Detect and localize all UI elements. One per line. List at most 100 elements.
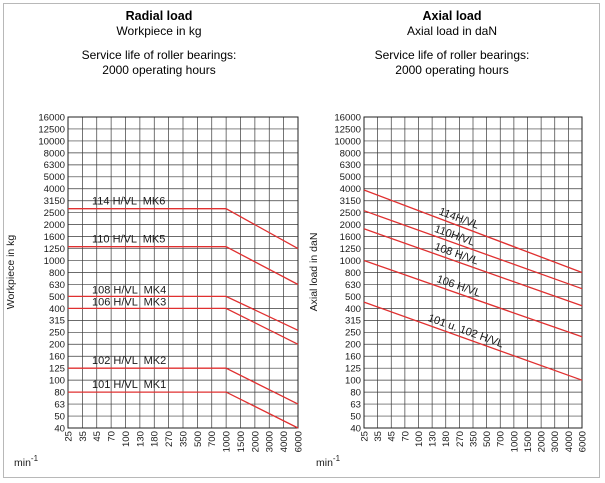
y-tick-label: 250 — [345, 328, 361, 339]
x-axis-unit-exponent: -1 — [333, 454, 341, 463]
x-tick-label: 270 — [164, 431, 175, 447]
series-line — [68, 391, 299, 429]
y-tick-label: 4000 — [44, 184, 65, 195]
x-tick-label: 25 — [359, 431, 370, 442]
x-tick-label: 1500 — [523, 431, 534, 452]
x-tick-label: 350 — [178, 431, 189, 447]
x-tick-label: 35 — [78, 431, 89, 442]
y-tick-label: 200 — [49, 340, 65, 351]
x-tick-label: 6000 — [577, 431, 588, 452]
y-tick-label: 16000 — [334, 112, 361, 123]
series-line — [363, 228, 583, 307]
y-tick-label: 100 — [49, 376, 65, 387]
x-axis-unit-exponent: -1 — [31, 454, 39, 463]
x-tick-label: 70 — [400, 431, 411, 442]
y-tick-label: 2000 — [44, 220, 65, 231]
x-tick-label: 180 — [441, 431, 452, 447]
y-tick-label: 125 — [49, 364, 65, 375]
y-tick-label: 5000 — [340, 172, 361, 183]
series-line — [363, 301, 583, 381]
y-tick-label: 2500 — [44, 208, 65, 219]
x-tick-label: 3000 — [550, 431, 561, 452]
y-tick-label: 50 — [54, 411, 65, 422]
y-tick-label: 160 — [345, 352, 361, 363]
series-line — [68, 246, 299, 286]
y-tick-label: 630 — [345, 280, 361, 291]
y-tick-label: 125 — [345, 364, 361, 375]
y-tick-label: 8000 — [340, 148, 361, 159]
y-tick-label: 500 — [345, 292, 361, 303]
x-tick-label: 45 — [387, 431, 398, 442]
series-line — [68, 295, 299, 331]
y-tick-label: 6300 — [44, 160, 65, 171]
x-tick-label: 100 — [414, 431, 425, 447]
y-tick-label: 63 — [54, 399, 65, 410]
y-tick-label: 50 — [350, 411, 361, 422]
y-tick-label: 1000 — [340, 256, 361, 267]
y-tick-label: 400 — [49, 304, 65, 315]
y-tick-label: 160 — [49, 352, 65, 363]
series-line — [363, 210, 583, 290]
series-label: 101 H/VL MK1 — [92, 379, 166, 391]
y-tick-label: 315 — [345, 316, 361, 327]
series-labels: 114 H/VL MK6 110 H/VL MK5 108 H/VL MK4106 … — [92, 196, 166, 391]
y-tick-label: 1600 — [340, 232, 361, 243]
x-tick-label: 2000 — [537, 431, 548, 452]
y-tick-labels: 1600012500100008000630050004000315025002… — [334, 112, 361, 434]
x-tick-label: 6000 — [293, 431, 304, 452]
x-tick-label: 350 — [468, 431, 479, 447]
x-tick-labels: 25 35 45 70 100 130 180 270 350 500 700 1000 1500 200… — [359, 431, 588, 452]
x-tick-labels: 25 35 45 70 100 130 180 270 350 500 700 1000 1500 200… — [63, 431, 304, 452]
x-tick-label: 35 — [373, 431, 384, 442]
x-tick-label: 45 — [92, 431, 103, 442]
series-lines — [68, 208, 299, 429]
y-tick-label: 12500 — [38, 124, 65, 135]
chart-service-life-line2: 2000 operating hours — [395, 63, 508, 77]
y-tick-label: 315 — [49, 316, 65, 327]
y-tick-label: 5000 — [44, 172, 65, 183]
series-lines — [363, 189, 583, 381]
y-tick-label: 80 — [350, 388, 361, 399]
y-tick-label: 3150 — [44, 196, 65, 207]
y-tick-label: 40 — [54, 423, 65, 434]
y-tick-label: 2000 — [340, 220, 361, 231]
series-label: 110 H/VL MK5 — [92, 234, 165, 246]
x-tick-label: 700 — [207, 431, 218, 447]
radial-load-chart: Radial load Workpiece in kg Service life… — [5, 9, 304, 469]
series-label: 108 H/VL MK4 — [92, 284, 166, 296]
x-tick-label: 100 — [121, 431, 132, 447]
axial-load-chart: Axial load Axial load in daN Service lif… — [308, 9, 588, 469]
series-label: 106 H/VL — [435, 273, 482, 299]
x-tick-label: 4000 — [279, 431, 290, 452]
y-tick-label: 3150 — [340, 196, 361, 207]
x-tick-label: 500 — [193, 431, 204, 447]
y-tick-label: 1000 — [44, 256, 65, 267]
x-axis-unit: min — [316, 457, 333, 469]
y-tick-label: 12500 — [334, 124, 361, 135]
y-tick-label: 100 — [345, 376, 361, 387]
y-tick-label: 40 — [350, 423, 361, 434]
x-tick-label: 130 — [428, 431, 439, 447]
y-axis-label: Workpiece in kg — [5, 235, 17, 310]
series-line — [363, 189, 583, 274]
x-axis-unit: min — [14, 457, 31, 469]
y-tick-label: 8000 — [44, 148, 65, 159]
series-label: 101 u. 102 H/VL — [426, 312, 505, 350]
series-label: 106 H/VL MK3 — [92, 296, 166, 308]
x-tick-label: 130 — [135, 431, 146, 447]
y-tick-label: 200 — [345, 340, 361, 351]
x-tick-label: 1500 — [236, 431, 247, 452]
x-tick-label: 180 — [150, 431, 161, 447]
x-tick-label: 500 — [482, 431, 493, 447]
y-tick-label: 1250 — [44, 244, 65, 255]
chart-subtitle: Axial load in daN — [407, 24, 497, 38]
y-tick-label: 1250 — [340, 244, 361, 255]
y-axis-label: Axial load in daN — [308, 233, 320, 312]
y-tick-labels: 1600012500100008000630050004000315025002… — [38, 112, 65, 434]
y-tick-label: 500 — [49, 292, 65, 303]
chart-service-life-line2: 2000 operating hours — [102, 63, 215, 77]
x-tick-label: 70 — [107, 431, 118, 442]
chart-title: Radial load — [126, 9, 193, 23]
chart-service-life-line1: Service life of roller bearings: — [375, 48, 530, 62]
y-tick-label: 800 — [345, 268, 361, 279]
